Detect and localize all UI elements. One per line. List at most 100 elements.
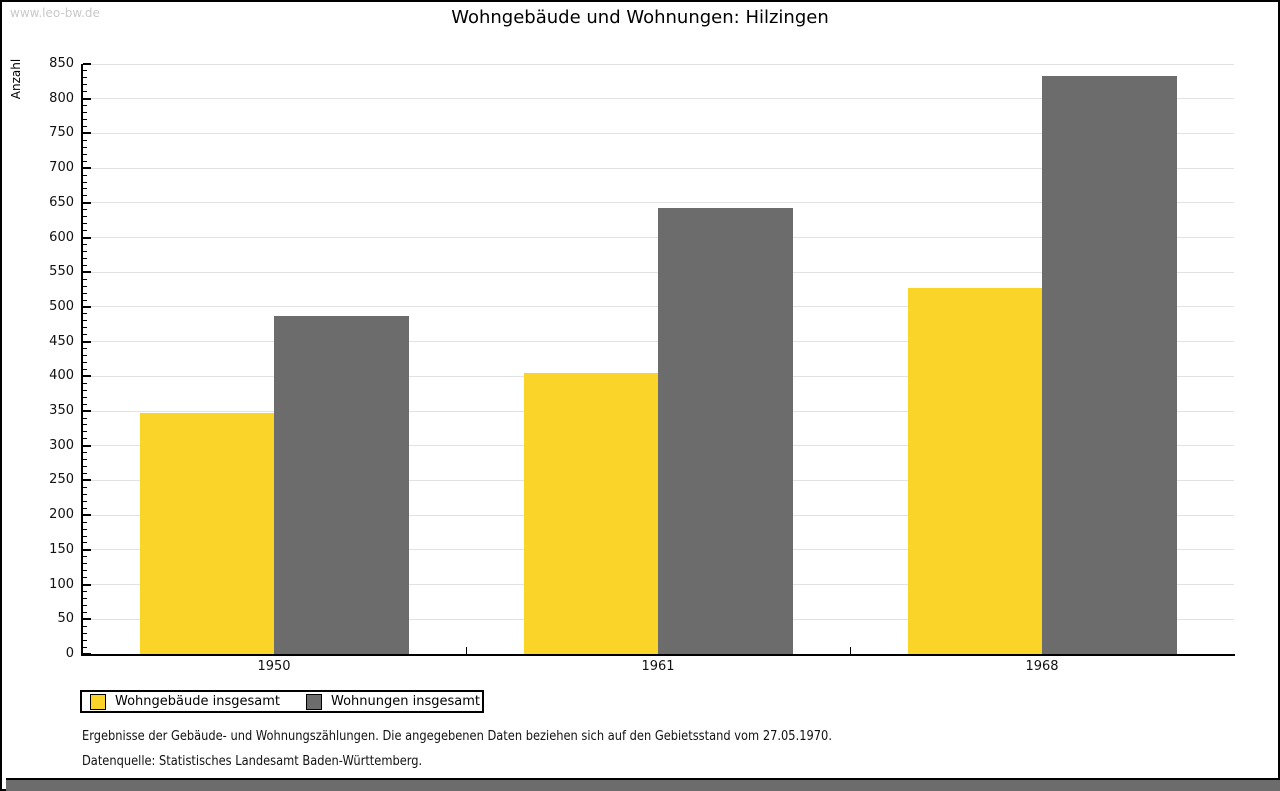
legend-swatch-yellow (90, 693, 106, 710)
y-minor-tick (83, 493, 87, 495)
y-minor-tick (83, 285, 87, 287)
x-tick-label-1968: 1968 (1025, 659, 1059, 674)
y-major-tick (83, 201, 91, 204)
y-minor-tick (83, 438, 87, 440)
y-minor-tick (83, 320, 87, 322)
y-minor-tick (83, 264, 87, 266)
y-tick-label: 500 (49, 298, 74, 314)
y-minor-tick (83, 348, 87, 350)
y-major-tick (83, 236, 91, 239)
y-minor-tick (83, 146, 87, 148)
y-minor-tick (83, 521, 87, 523)
y-tick-label: 100 (49, 576, 74, 592)
y-minor-tick (83, 243, 87, 245)
bar-wohnungen-1950 (274, 315, 409, 654)
y-minor-tick (83, 389, 87, 391)
y-minor-tick (83, 84, 87, 86)
y-minor-tick (83, 313, 87, 315)
legend-item-wohnungen: Wohnungen insgesamt (306, 693, 480, 710)
y-minor-tick (83, 597, 87, 599)
x-boundary-tick (850, 647, 851, 654)
y-tick-label: 550 (49, 264, 74, 280)
y-minor-tick (83, 396, 87, 398)
y-minor-tick (83, 153, 87, 155)
y-axis-line (81, 64, 83, 655)
y-tick-label: 300 (49, 437, 74, 453)
y-minor-tick (83, 417, 87, 419)
y-tick-label: 250 (49, 472, 74, 488)
y-tick-label: 600 (49, 229, 74, 245)
y-minor-tick (83, 542, 87, 544)
y-minor-tick (83, 174, 87, 176)
y-minor-tick (83, 466, 87, 468)
y-minor-tick (83, 570, 87, 572)
y-minor-tick (83, 119, 87, 121)
y-tick-label: 150 (49, 541, 74, 557)
y-major-tick (83, 514, 91, 517)
y-major-tick (83, 305, 91, 308)
y-minor-tick (83, 604, 87, 606)
y-major-tick (83, 410, 91, 413)
y-tick-label: 400 (49, 368, 74, 384)
bottom-bar (6, 778, 1280, 791)
legend-label: Wohngebäude insgesamt (115, 694, 280, 709)
y-minor-tick (83, 382, 87, 384)
y-major-tick (83, 97, 91, 100)
bar-wohnungen-1968 (1042, 75, 1177, 654)
y-minor-tick (83, 577, 87, 579)
y-tick-label: 50 (57, 611, 74, 627)
legend-item-wohngebaeude: Wohngebäude insgesamt (90, 693, 280, 710)
y-minor-tick (83, 556, 87, 558)
y-major-tick (83, 618, 91, 621)
y-minor-tick (83, 257, 87, 259)
y-minor-tick (83, 160, 87, 162)
y-minor-tick (83, 105, 87, 107)
y-tick-label: 750 (49, 125, 74, 141)
y-minor-tick (83, 528, 87, 530)
y-minor-tick (83, 403, 87, 405)
y-minor-tick (83, 632, 87, 634)
y-major-tick (83, 63, 91, 65)
y-tick-label: 450 (49, 333, 74, 349)
y-minor-tick (83, 216, 87, 218)
y-minor-tick (83, 139, 87, 141)
y-major-tick (83, 271, 91, 274)
y-major-tick (83, 548, 91, 551)
y-minor-tick (83, 563, 87, 565)
y-major-tick (83, 167, 91, 170)
y-minor-tick (83, 625, 87, 627)
bar-wohngebaeude-1950 (140, 413, 274, 654)
y-tick-label: 200 (49, 507, 74, 523)
y-minor-tick (83, 611, 87, 613)
y-minor-tick (83, 125, 87, 127)
gridline (82, 167, 1234, 169)
x-tick-label-1961: 1961 (641, 659, 675, 674)
y-tick-label: 0 (65, 646, 74, 661)
y-minor-tick (83, 112, 87, 114)
y-minor-tick (83, 459, 87, 461)
bar-wohnungen-1961 (658, 207, 793, 654)
footnote-line-2: Datenquelle: Statistisches Landesamt Bad… (82, 754, 423, 769)
y-minor-tick (83, 299, 87, 301)
footnote-line-1: Ergebnisse der Gebäude- und Wohnungszähl… (82, 729, 832, 744)
y-major-tick (83, 340, 91, 343)
y-minor-tick (83, 209, 87, 211)
bar-wohngebaeude-1961 (524, 372, 658, 654)
y-minor-tick (83, 355, 87, 357)
y-minor-tick (83, 181, 87, 183)
y-tick-label: 650 (49, 194, 74, 210)
y-minor-tick (83, 473, 87, 475)
y-minor-tick (83, 368, 87, 370)
y-minor-tick (83, 292, 87, 294)
y-major-tick (83, 375, 91, 378)
chart-title: Wohngebäude und Wohnungen: Hilzingen (451, 7, 829, 28)
y-minor-tick (83, 591, 87, 593)
watermark-url: www.leo-bw.de (10, 6, 100, 20)
y-minor-tick (83, 327, 87, 329)
bar-wohngebaeude-1968 (908, 287, 1042, 654)
y-minor-tick (83, 535, 87, 537)
legend-label: Wohnungen insgesamt (331, 694, 480, 709)
y-major-tick (83, 653, 91, 655)
